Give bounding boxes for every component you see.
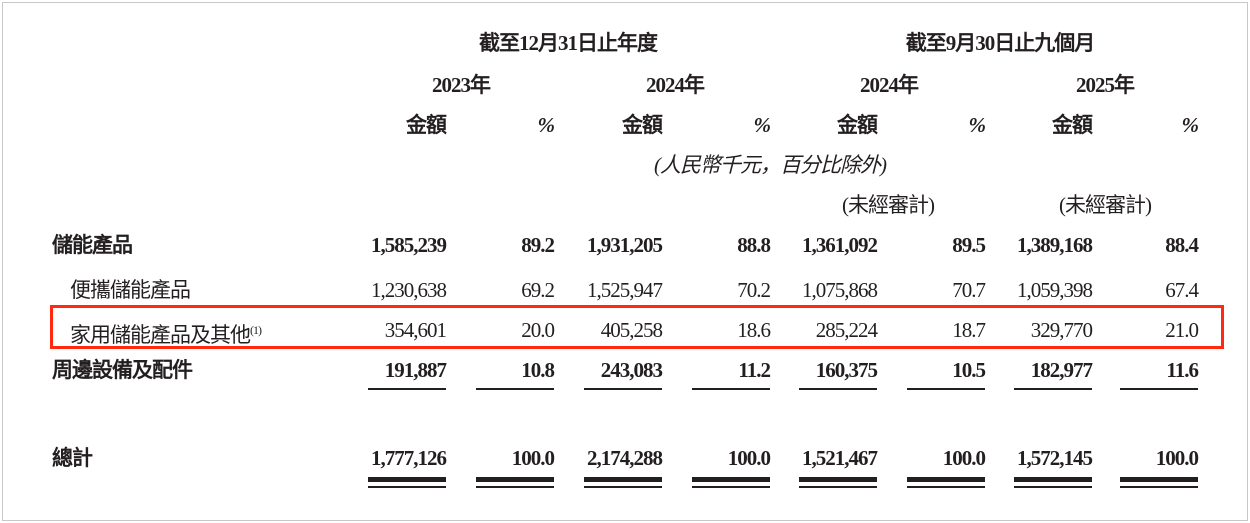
- table-cell: 21.0: [1165, 318, 1199, 342]
- row-label: 家用儲能產品及其他(1): [70, 318, 262, 347]
- header-year: 2024年: [646, 73, 705, 97]
- table-cell: 88.8: [737, 233, 771, 257]
- table-cell: 1,585,239: [371, 233, 447, 257]
- table-cell: 1,572,145: [1017, 446, 1093, 470]
- table-cell: 243,083: [600, 358, 663, 382]
- total-double-underline: [1014, 477, 1092, 488]
- header-percent: %: [968, 113, 987, 137]
- header-group-nine-months: 截至9月30日止九個月: [905, 31, 1096, 55]
- table-cell: 329,770: [1030, 318, 1093, 342]
- table-cell: 89.5: [952, 233, 986, 257]
- header-year: 2023年: [432, 73, 491, 97]
- total-double-underline: [368, 477, 446, 488]
- header-percent: %: [1181, 113, 1200, 137]
- table-cell: 1,525,947: [587, 278, 663, 302]
- table-cell: 285,224: [815, 318, 878, 342]
- subtotal-underline: [1014, 388, 1092, 390]
- table-cell: 1,931,205: [587, 233, 663, 257]
- subtotal-underline: [907, 388, 985, 390]
- total-double-underline: [907, 477, 985, 488]
- table-cell: 1,361,092: [802, 233, 878, 257]
- table-cell: 89.2: [521, 233, 555, 257]
- table-cell: 160,375: [815, 358, 878, 382]
- table-cell: 69.2: [521, 278, 555, 302]
- header-year: 2024年: [860, 73, 919, 97]
- table-cell: 1,389,168: [1017, 233, 1093, 257]
- row-label-text: 總計: [52, 446, 93, 470]
- subtotal-underline: [476, 388, 554, 390]
- table-cell: 100.0: [727, 446, 771, 470]
- total-double-underline: [692, 477, 770, 488]
- header-percent: %: [537, 113, 556, 137]
- subtotal-underline: [692, 388, 770, 390]
- table-cell: 70.2: [737, 278, 771, 302]
- row-label-text: 便攜儲能產品: [70, 278, 191, 302]
- table-cell: 10.5: [952, 358, 986, 382]
- table-cell: 191,887: [384, 358, 447, 382]
- total-double-underline: [584, 477, 662, 488]
- row-label: 儲能產品: [52, 233, 133, 257]
- table-cell: 11.2: [738, 358, 771, 382]
- row-label: 總計: [52, 446, 93, 470]
- total-double-underline: [476, 477, 554, 488]
- table-cell: 2,174,288: [587, 446, 663, 470]
- table-cell: 1,521,467: [802, 446, 878, 470]
- unit-note: (人民幣千元，百分比除外): [654, 153, 887, 177]
- table-cell: 100.0: [511, 446, 555, 470]
- total-double-underline: [799, 477, 877, 488]
- subtotal-underline: [799, 388, 877, 390]
- subtotal-underline: [584, 388, 662, 390]
- table-cell: 18.6: [737, 318, 771, 342]
- row-label-text: 周邊設備及配件: [52, 358, 193, 382]
- header-amount: 金額: [1052, 113, 1093, 137]
- header-year: 2025年: [1076, 73, 1135, 97]
- table-cell: 1,777,126: [371, 446, 447, 470]
- table-cell: 1,059,398: [1017, 278, 1093, 302]
- row-label-text: 儲能產品: [52, 233, 133, 257]
- highlight-box: [50, 305, 1224, 349]
- table-cell: 18.7: [952, 318, 986, 342]
- unaudited-note-2025: (未經審計): [1059, 193, 1152, 217]
- subtotal-underline: [1120, 388, 1198, 390]
- table-cell: 1,075,868: [802, 278, 878, 302]
- subtotal-underline: [368, 388, 446, 390]
- table-cell: 10.8: [521, 358, 555, 382]
- table-cell: 20.0: [521, 318, 555, 342]
- header-amount: 金額: [837, 113, 878, 137]
- table-cell: 67.4: [1165, 278, 1199, 302]
- table-cell: 1,230,638: [371, 278, 447, 302]
- row-label: 便攜儲能產品: [70, 278, 191, 302]
- header-amount: 金額: [622, 113, 663, 137]
- header-amount: 金額: [406, 113, 447, 137]
- table-cell: 11.6: [1166, 358, 1199, 382]
- table-cell: 182,977: [1030, 358, 1093, 382]
- table-cell: 354,601: [384, 318, 447, 342]
- table-cell: 100.0: [942, 446, 986, 470]
- total-double-underline: [1120, 477, 1198, 488]
- table-cell: 100.0: [1155, 446, 1199, 470]
- table-cell: 70.7: [952, 278, 986, 302]
- header-percent: %: [753, 113, 772, 137]
- unaudited-note-2024: (未經審計): [842, 193, 935, 217]
- row-label: 周邊設備及配件: [52, 358, 193, 382]
- header-group-year-ended: 截至12月31日止年度: [479, 31, 658, 55]
- footnote-marker: (1): [250, 323, 262, 337]
- row-label-text: 家用儲能產品及其他: [70, 323, 251, 347]
- table-cell: 405,258: [600, 318, 663, 342]
- table-cell: 88.4: [1165, 233, 1199, 257]
